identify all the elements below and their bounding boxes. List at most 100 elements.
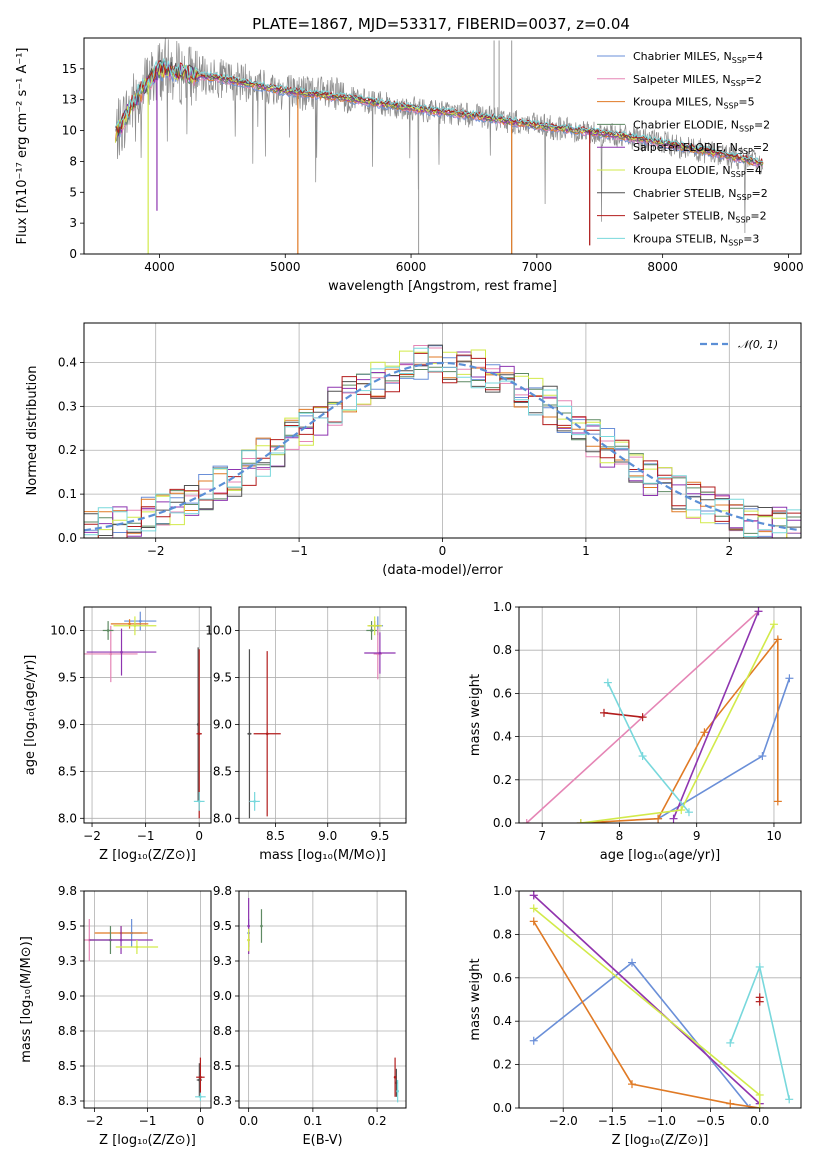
- x-tick-label: −1: [137, 829, 155, 843]
- axes-frame: [518, 606, 802, 824]
- y-axis-label: Flux [fλ10⁻¹⁷ erg cm⁻² s⁻¹ A⁻¹]: [15, 48, 30, 245]
- y-tick-label: 9.3: [213, 954, 232, 968]
- x-tick-label: −1: [139, 1114, 157, 1128]
- y-tick-label: 3: [69, 216, 77, 230]
- mass-vs-z-plot-area: [84, 919, 206, 1101]
- data-point: [119, 938, 123, 942]
- weight-series-kroupa-stelib: [607, 682, 690, 813]
- y-tick-label: 13: [62, 93, 77, 107]
- legend-text: Salpeter STELIB, N: [633, 210, 735, 223]
- weight-vs-age-plot-area: [522, 607, 794, 823]
- x-axis-label: Z [log₁₀(Z/Z⊙)]: [612, 1133, 709, 1148]
- x-axis-label: Z [log₁₀(Z/Z⊙)]: [99, 1133, 196, 1148]
- model-spectrum-chabrier-stelib: [114, 58, 764, 165]
- legend-entry: Chabrier ELODIE, NSSP=2: [633, 118, 770, 133]
- weight-series-salpeter-elodie: [533, 894, 761, 1105]
- legend-subscript: SSP: [735, 216, 750, 225]
- spectrum-plot-area: [114, 38, 764, 254]
- data-point: [265, 732, 269, 736]
- x-tick-label: −1: [290, 544, 308, 558]
- legend-text: Kroupa MILES, N: [633, 96, 723, 109]
- x-tick-label: 4000: [144, 260, 175, 274]
- y-tick-label: 8.5: [213, 764, 232, 778]
- y-tick-label: 0.0: [493, 816, 512, 830]
- mass-vs-ebv-panel: 0.0 0.1 0.2 8.3 8.5 8.8 9.0 9.3 9.5 9.8 E(B-V): [213, 884, 407, 1148]
- x-tick-label: 5000: [270, 260, 301, 274]
- x-tick-label: 8000: [647, 260, 678, 274]
- x-tick-label: −2: [83, 829, 101, 843]
- legend-suffix: =2: [752, 187, 768, 200]
- y-tick-label: 5: [69, 185, 77, 199]
- weight-vs-z-panel: −2.0 −1.5 −1.0 −0.5 0.0 0.0 0.2 0.4 0.6 0.8 1.0 Z […: [468, 884, 802, 1148]
- x-tick-label: 6000: [396, 260, 427, 274]
- weight-series-kroupa-miles: [533, 920, 760, 1108]
- legend-entry: Salpeter STELIB, NSSP=2: [633, 210, 767, 225]
- y-tick-label: 0.0: [493, 1101, 512, 1115]
- legend-entry: Chabrier MILES, NSSP=4: [633, 50, 763, 65]
- weight-series-kroupa-elodie: [580, 623, 775, 823]
- data-point: [378, 651, 382, 655]
- y-tick-label: 9.3: [58, 954, 77, 968]
- data-point: [197, 732, 201, 736]
- data-point: [133, 624, 137, 628]
- y-tick-label: 0.2: [493, 773, 512, 787]
- x-tick-label: 9.0: [318, 829, 337, 843]
- y-tick-label: 9.5: [213, 919, 232, 933]
- data-point: [393, 1075, 397, 1079]
- x-tick-label: 9000: [773, 260, 804, 274]
- x-tick-label: 0.1: [303, 1114, 322, 1128]
- y-tick-label: 0.8: [493, 643, 512, 657]
- y-tick-label: 0.2: [493, 1058, 512, 1072]
- data-point: [197, 800, 201, 803]
- x-axis-label: Z [log₁₀(Z/Z⊙)]: [99, 848, 196, 863]
- legend-suffix: =2: [746, 73, 762, 86]
- y-tick-label: 8.5: [58, 1059, 77, 1073]
- age-vs-mass-plot-area: [247, 616, 396, 819]
- legend-subscript: SSP: [728, 238, 743, 247]
- y-tick-label: 0.8: [493, 927, 512, 941]
- y-tick-label: 1.0: [493, 884, 512, 898]
- observed-spectrum-line: [115, 38, 764, 234]
- x-tick-label: 7: [538, 829, 546, 843]
- x-tick-label: −1.5: [598, 1114, 627, 1128]
- x-tick-label: −2.0: [549, 1114, 578, 1128]
- y-tick-label: 1.0: [493, 600, 512, 614]
- mass-vs-ebv-plot-area: [247, 898, 399, 1103]
- y-tick-label: 0.4: [58, 355, 77, 369]
- data-point: [370, 629, 373, 632]
- y-tick-label: 10.0: [205, 623, 232, 637]
- y-tick-label: 0.4: [493, 1014, 512, 1028]
- y-tick-label: 9.8: [58, 884, 77, 898]
- data-point: [247, 924, 250, 928]
- y-tick-label: 0.1: [58, 487, 77, 501]
- normal-reference-curve: [84, 361, 801, 532]
- data-point: [106, 629, 110, 632]
- data-point: [247, 938, 250, 942]
- y-tick-label: 10: [62, 124, 77, 138]
- y-tick-label: 8.8: [213, 1024, 232, 1038]
- y-axis-label: mass weight: [468, 958, 483, 1040]
- mass-vs-z-panel: −2 −1 0 8.3 8.5 8.8 9.0 9.3 9.5 9.8 Z [log₁₀(Z/Z⊙)…: [19, 884, 212, 1148]
- data-point: [373, 624, 376, 628]
- x-tick-label: 0: [439, 544, 447, 558]
- axes-frame: [518, 890, 802, 1109]
- data-point: [120, 650, 123, 654]
- model-spectrum-salpeter-stelib: [115, 60, 764, 164]
- x-tick-label: 0.0: [239, 1114, 258, 1128]
- y-tick-label: 0.6: [493, 971, 512, 985]
- axes-frame: [83, 37, 802, 255]
- data-point: [248, 732, 251, 736]
- data-point: [109, 652, 113, 656]
- y-tick-label: 0: [69, 247, 77, 261]
- spectrum-panel: 4000 5000 6000 7000 8000 9000 0 3 5 8 10 13 15 wavele…: [15, 37, 804, 294]
- axes-frame: [238, 606, 407, 824]
- legend-subscript: SSP: [731, 79, 746, 88]
- legend-subscript: SSP: [738, 147, 753, 156]
- x-tick-label: −2: [147, 544, 165, 558]
- data-point: [199, 1095, 202, 1099]
- legend-subscript: SSP: [737, 193, 752, 202]
- y-tick-label: 8: [69, 154, 77, 168]
- axes-frame: [83, 322, 802, 539]
- data-point: [87, 938, 91, 942]
- x-tick-label: 2: [725, 544, 733, 558]
